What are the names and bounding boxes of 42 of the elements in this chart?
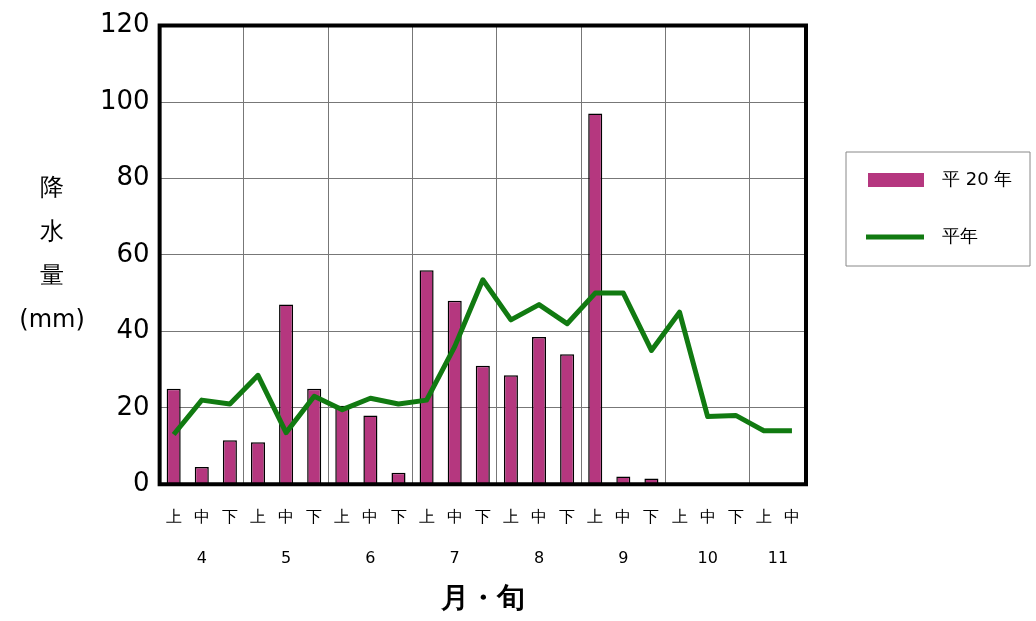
y-tick-label: 80 <box>116 161 150 192</box>
x-tick-label: 中 <box>615 506 632 526</box>
x-tick-label: 上 <box>587 506 604 526</box>
x-tick-label: 下 <box>559 506 576 526</box>
text: 11 <box>767 548 789 568</box>
x-axis-title: 月・旬 <box>439 581 525 615</box>
y-tick-label: 0 <box>133 466 150 497</box>
x-tick-label: 中 <box>783 506 800 526</box>
text: 10 <box>697 548 718 568</box>
y-tick-label: 40 <box>116 314 150 345</box>
x-tick-label: 中 <box>446 506 463 526</box>
x-tick-label: 上 <box>249 506 266 526</box>
x-tick-label: 中 <box>278 506 295 526</box>
x-tick-label: 上 <box>334 506 351 526</box>
text: 4 <box>196 548 207 568</box>
x-tick-label: 下 <box>221 506 238 526</box>
x-tick-label: 下 <box>643 506 660 526</box>
y-axis-title: 降水量(mm) <box>19 173 85 334</box>
x-tick-label: 中 <box>699 506 716 526</box>
text: 7 <box>449 548 460 568</box>
x-tick-label: 上 <box>418 506 435 526</box>
text: 5 <box>281 548 292 568</box>
x-tick-label: 下 <box>727 506 744 526</box>
x-tick-label: 上 <box>755 506 772 526</box>
legend-label: 平年 <box>942 224 978 246</box>
y-tick-label: 60 <box>116 237 150 268</box>
text: 8 <box>533 548 545 568</box>
text: 9 <box>618 548 629 568</box>
x-tick-label: 中 <box>193 506 210 526</box>
legend-label: 平 20 年 <box>942 167 1013 189</box>
text: 6 <box>365 548 376 568</box>
x-tick-label: 上 <box>671 506 688 526</box>
y-tick-label: 100 <box>99 84 150 115</box>
x-tick-label: 中 <box>362 506 379 526</box>
x-tick-label: 下 <box>390 506 407 526</box>
y-tick-label: 20 <box>116 390 150 421</box>
x-tick-label: 上 <box>502 506 519 526</box>
y-tick-label: 120 <box>99 8 150 39</box>
x-tick-label: 下 <box>306 506 323 526</box>
x-tick-label: 上 <box>165 506 182 526</box>
x-tick-label: 中 <box>531 506 548 526</box>
x-tick-label: 下 <box>474 506 491 526</box>
